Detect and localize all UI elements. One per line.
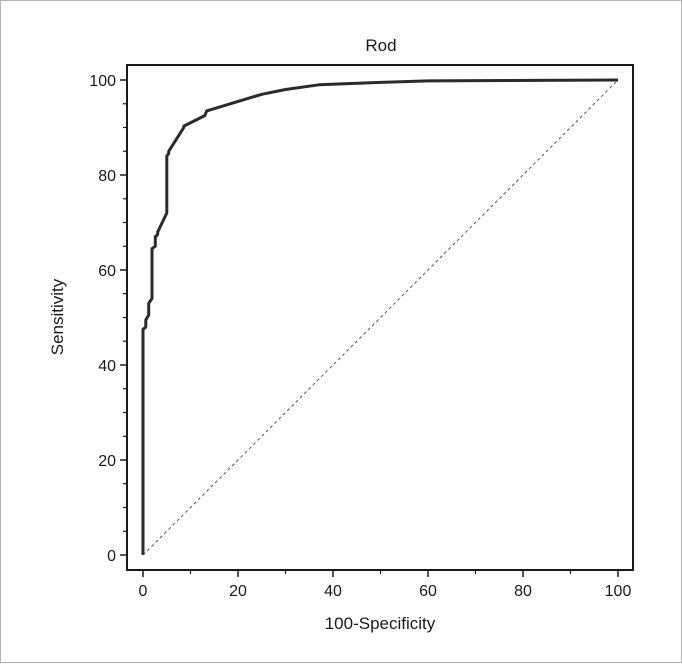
y-tick-label: 20 — [98, 453, 116, 470]
x-tick-label: 60 — [419, 583, 437, 600]
plot-area-border — [126, 64, 634, 571]
y-tick-label: 0 — [107, 548, 116, 565]
x-tick-label: 80 — [514, 583, 532, 600]
x-tick-label: 100 — [605, 583, 632, 600]
chart-marks — [141, 78, 619, 556]
y-axis-ticks: 0 20 40 60 80 100 — [89, 73, 127, 565]
y-tick-label: 80 — [98, 168, 116, 185]
reference-diagonal-line — [142, 79, 619, 556]
y-tick-label: 40 — [98, 358, 116, 375]
y-tick-label: 60 — [98, 263, 116, 280]
x-tick-label: 40 — [324, 583, 342, 600]
roc-curve-line — [141, 78, 619, 555]
x-axis-label: 100-Specificity — [325, 614, 436, 633]
y-tick-label: 100 — [89, 73, 116, 90]
x-tick-label: 0 — [139, 583, 148, 600]
x-axis-ticks: 0 20 40 60 80 100 — [139, 570, 632, 600]
x-tick-label: 20 — [229, 583, 247, 600]
chart-title: Rod — [365, 36, 396, 55]
y-axis-label: Sensitivity — [48, 278, 67, 355]
